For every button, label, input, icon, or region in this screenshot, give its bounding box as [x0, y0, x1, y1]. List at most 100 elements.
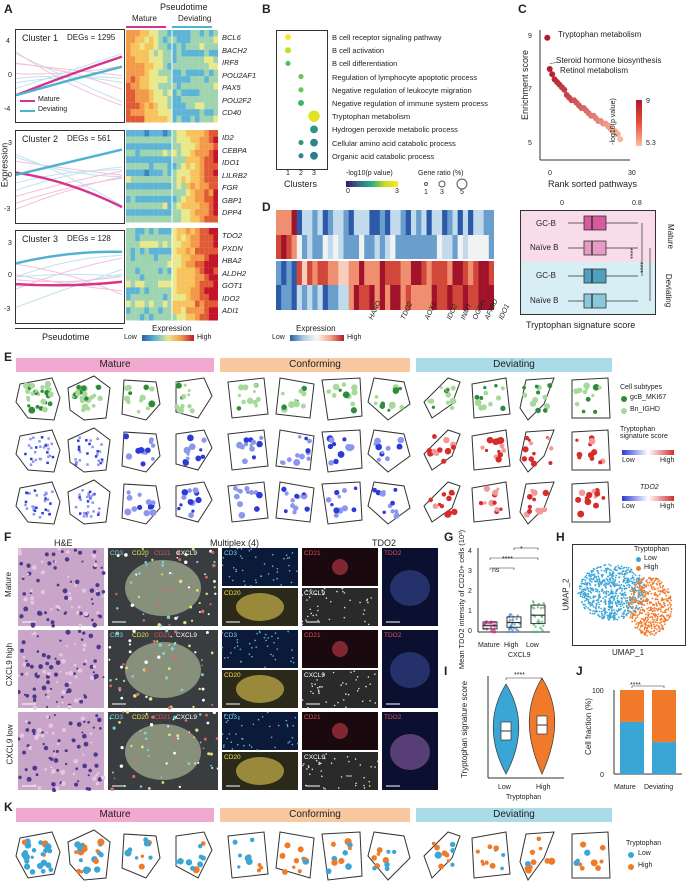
cd3-signal	[257, 718, 260, 721]
spot	[78, 459, 82, 462]
g-cell-point	[511, 618, 515, 621]
umap-point-low	[639, 594, 642, 597]
trajectory-line-mature	[15, 280, 123, 287]
heatmap-cell	[199, 280, 205, 288]
cxcl9-signal	[330, 762, 333, 765]
spatial-map	[121, 379, 161, 421]
heatmap-cell	[172, 43, 177, 50]
pseudotime-xaxis	[15, 328, 123, 329]
box-iqr	[583, 240, 607, 256]
heatmap-cell	[190, 287, 196, 295]
umap-point-low	[589, 587, 592, 590]
spot	[85, 514, 89, 518]
heatmap-cell	[195, 169, 200, 177]
spatial-map	[519, 377, 555, 421]
heatmap-cell	[135, 109, 140, 116]
spot	[301, 385, 307, 392]
heatmap-cell	[190, 176, 196, 183]
k-spatial-map	[367, 831, 411, 881]
heatmap-cell	[149, 176, 154, 183]
cxcl9-signal	[317, 619, 319, 622]
umap-point-high	[655, 614, 658, 617]
umap-point-high	[656, 624, 658, 627]
heatmap-cell	[199, 241, 205, 248]
he-nucleus	[92, 776, 97, 781]
k-spatial-map	[321, 831, 363, 881]
umap-point-high	[666, 604, 669, 607]
multiplex-signal	[189, 734, 192, 737]
heatmap-cell	[153, 82, 159, 90]
heatmap-cell	[416, 210, 422, 235]
umap-point-high	[640, 598, 642, 601]
heatmap-cell	[135, 209, 140, 216]
spot	[30, 457, 33, 461]
heatmap-cell	[213, 102, 218, 110]
heatmap-cell	[199, 156, 205, 164]
umap-point-low	[580, 582, 583, 585]
spot	[201, 437, 207, 443]
heatmap-cell	[135, 182, 140, 190]
spot	[99, 461, 103, 465]
heatmap-cell	[130, 196, 136, 203]
he-nucleus	[22, 575, 25, 578]
umap-point-low	[603, 564, 606, 567]
umap-point-high	[664, 623, 666, 626]
cd3-signal	[240, 548, 243, 550]
spatial-map	[121, 431, 161, 473]
cd3-signal	[274, 632, 277, 634]
heatmap-cell	[208, 30, 214, 37]
umap-point-low	[606, 579, 609, 581]
pathway-label: B cell activation	[332, 46, 385, 56]
he-nucleus	[87, 720, 90, 724]
e-header-mature: Mature	[16, 358, 214, 372]
he-nucleus	[36, 578, 40, 583]
k-spot	[29, 869, 36, 875]
c-ytick: 7	[528, 86, 532, 93]
umap-point-low	[597, 614, 599, 616]
heatmap-cell	[442, 210, 448, 235]
heatmap-cell	[199, 89, 205, 97]
he-nucleus	[40, 570, 45, 575]
c-ytick: 5	[528, 140, 532, 147]
k-spatial-map	[275, 831, 315, 879]
heatmap-cell	[199, 115, 205, 123]
panel-b-label: B	[262, 2, 271, 16]
heatmap-cell	[172, 267, 177, 275]
umap-point-low	[626, 596, 629, 599]
cd3-signal	[274, 658, 277, 661]
cxcl9-signal	[306, 615, 309, 618]
heatmap-cell	[144, 89, 150, 97]
umap-point-high	[639, 620, 642, 623]
cd3-signal	[225, 721, 228, 723]
c-annot: Steroid hormone biosynthesis	[556, 56, 662, 65]
he-nucleus	[55, 604, 59, 609]
k-spatial-map	[15, 831, 61, 879]
heatmap-cell	[181, 307, 186, 314]
k-spot	[347, 846, 352, 851]
cd3-signal	[291, 656, 294, 659]
heatmap-cell	[195, 300, 200, 308]
multiplex-signal	[155, 580, 158, 583]
umap-point-high	[637, 580, 640, 582]
heatmap-cell	[149, 102, 154, 110]
cd3-signal	[232, 713, 234, 715]
heatmap-cell	[158, 280, 163, 288]
umap-point-high	[642, 600, 645, 603]
umap-point-low	[620, 615, 623, 618]
heatmap-cell	[167, 228, 173, 235]
umap-point-low	[620, 565, 623, 568]
cxcl9-signal	[324, 788, 326, 790]
umap-point-low	[581, 582, 584, 585]
enrichment-dot	[285, 34, 291, 40]
heatmap-cell	[204, 274, 209, 281]
spot	[77, 445, 81, 449]
spot	[522, 392, 528, 398]
he-nucleus	[73, 672, 77, 675]
heatmap-cell	[190, 63, 196, 70]
multiplex-signal	[205, 630, 209, 634]
tdo2-signal	[390, 652, 430, 688]
spot	[474, 399, 482, 407]
umap-point-low	[612, 592, 614, 595]
umap-point-low	[594, 584, 597, 587]
he-nucleus	[25, 659, 28, 663]
